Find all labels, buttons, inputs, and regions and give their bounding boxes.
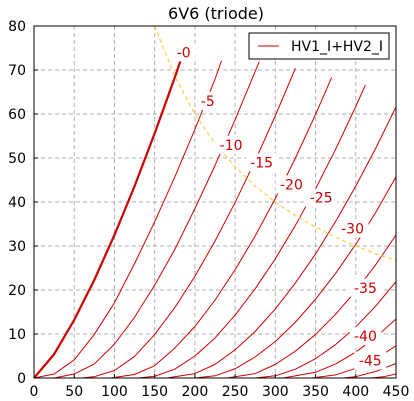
x-tick-label-2: 100	[101, 384, 128, 400]
x-tick-label-4: 200	[182, 384, 209, 400]
chart-title: 6V6 (triode)	[168, 4, 264, 23]
curve-label-layer: -0 -5 -10 -15 -20 -25 -30 -35 -40 -45	[172, 43, 387, 370]
series-curve-0	[33, 58, 183, 379]
y-tick-label-2: 20	[8, 283, 26, 299]
y-tick-label-6: 60	[8, 107, 26, 123]
series-curve-5	[138, 84, 366, 379]
curve-label-0: -0	[177, 45, 191, 61]
curve-label-bg-3	[245, 153, 278, 172]
x-tick-label-9: 450	[383, 384, 410, 400]
curve-label-8: -40	[354, 329, 377, 345]
curve-label-4: -20	[280, 177, 303, 193]
curve-label-5: -25	[310, 191, 333, 207]
series-curve-3	[82, 68, 296, 379]
series-layer	[33, 58, 397, 379]
series-curve-4	[110, 77, 333, 379]
tick-layer: 0 50 100 150 200 250 300 350 400 450 0 10 20 30 40 50 60…	[8, 19, 409, 400]
y-tick-label-0: 0	[17, 371, 26, 387]
curve-label-6: -30	[341, 221, 364, 237]
x-tick-label-6: 300	[262, 384, 289, 400]
x-tick-label-7: 350	[302, 384, 329, 400]
y-tick-label-7: 70	[8, 63, 26, 79]
series-curve-6	[166, 106, 397, 379]
curve-label-bg-9	[354, 351, 387, 370]
curve-label-bg-0	[172, 43, 196, 62]
y-tick-label-4: 40	[8, 195, 26, 211]
y-tick-label-5: 50	[8, 151, 26, 167]
x-tick-label-1: 50	[65, 384, 83, 400]
curve-label-bg-5	[305, 188, 338, 207]
series-curve-9	[255, 281, 397, 379]
curve-label-3: -15	[250, 155, 273, 171]
curve-label-bg-8	[349, 327, 382, 346]
legend: HV1_I+HV2_I	[248, 32, 390, 60]
curve-label-9: -45	[359, 353, 382, 369]
y-tick-label-1: 10	[8, 327, 26, 343]
series-curve-2	[54, 61, 260, 379]
x-tick-label-8: 400	[342, 384, 369, 400]
y-tick-label-3: 30	[8, 239, 26, 255]
curve-label-bg-2	[215, 135, 247, 154]
x-tick-label-5: 250	[222, 384, 249, 400]
dissipation-layer	[154, 25, 397, 262]
x-tick-label-3: 150	[141, 384, 168, 400]
curve-label-bg-1	[196, 91, 220, 110]
curve-label-1: -5	[201, 94, 215, 110]
y-tick-label-8: 80	[8, 19, 26, 35]
dissipation-curve	[154, 25, 397, 262]
curve-label-bg-6	[336, 219, 369, 238]
curve-label-2: -10	[220, 138, 243, 154]
x-tick-label-0: 0	[30, 384, 39, 400]
series-curve-8	[226, 234, 397, 379]
curve-label-7: -35	[354, 281, 377, 297]
legend-label: HV1_I+HV2_I	[291, 39, 383, 55]
curve-label-bg-7	[349, 278, 382, 297]
series-curve-1	[33, 60, 222, 379]
curve-label-bg-4	[275, 175, 308, 194]
